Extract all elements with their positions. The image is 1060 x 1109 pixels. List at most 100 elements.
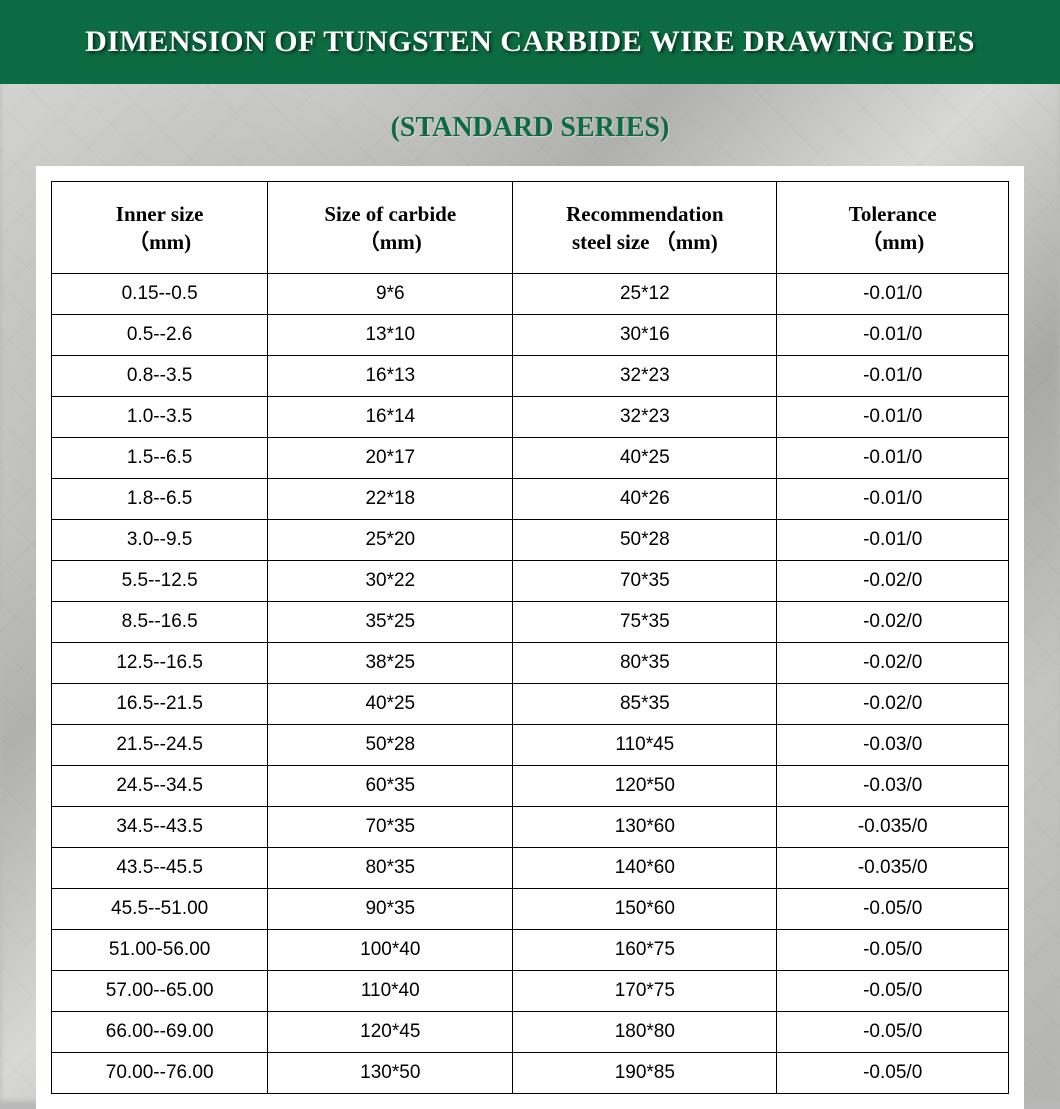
table-cell: 70*35 [513,560,777,601]
table-row: 1.0--3.516*1432*23-0.01/0 [52,396,1009,437]
table-cell: 1.8--6.5 [52,478,268,519]
table-cell: -0.01/0 [777,273,1009,314]
table-row: 1.5--6.520*1740*25-0.01/0 [52,437,1009,478]
table-cell: -0.05/0 [777,1052,1009,1093]
table-cell: -0.035/0 [777,806,1009,847]
table-cell: 160*75 [513,929,777,970]
table-cell: 22*18 [268,478,513,519]
col-header-line2: steel size （mm) [572,230,718,254]
table-row: 1.8--6.522*1840*26-0.01/0 [52,478,1009,519]
table-cell: -0.01/0 [777,478,1009,519]
table-cell: 40*26 [513,478,777,519]
dimensions-table: Inner size （mm) Size of carbide （mm) Rec… [51,181,1009,1094]
table-cell: 170*75 [513,970,777,1011]
table-row: 24.5--34.560*35120*50-0.03/0 [52,765,1009,806]
col-header-line1: Tolerance [849,202,937,226]
col-header-carbide-size: Size of carbide （mm) [268,182,513,274]
table-cell: 35*25 [268,601,513,642]
table-row: 66.00--69.00120*45180*80-0.05/0 [52,1011,1009,1052]
page-subtitle: (STANDARD SERIES) [0,112,1060,144]
table-cell: 16*13 [268,355,513,396]
table-cell: 24.5--34.5 [52,765,268,806]
table-cell: 12.5--16.5 [52,642,268,683]
table-cell: 34.5--43.5 [52,806,268,847]
table-cell: 25*12 [513,273,777,314]
table-row: 5.5--12.530*2270*35-0.02/0 [52,560,1009,601]
table-row: 70.00--76.00130*50190*85-0.05/0 [52,1052,1009,1093]
table-cell: 5.5--12.5 [52,560,268,601]
table-row: 0.8--3.516*1332*23-0.01/0 [52,355,1009,396]
table-cell: 75*35 [513,601,777,642]
table-cell: 140*60 [513,847,777,888]
page-title: DIMENSION OF TUNGSTEN CARBIDE WIRE DRAWI… [85,25,975,59]
table-cell: -0.03/0 [777,724,1009,765]
table-cell: 70*35 [268,806,513,847]
table-cell: 3.0--9.5 [52,519,268,560]
table-cell: -0.05/0 [777,888,1009,929]
table-cell: -0.01/0 [777,396,1009,437]
table-body: 0.15--0.59*625*12-0.01/00.5--2.613*1030*… [52,273,1009,1093]
table-cell: -0.01/0 [777,437,1009,478]
table-cell: 50*28 [268,724,513,765]
table-cell: 40*25 [513,437,777,478]
col-header-tolerance: Tolerance （mm) [777,182,1009,274]
table-cell: -0.01/0 [777,314,1009,355]
col-header-line1: Inner size [116,202,204,226]
col-header-steel-size: Recommendation steel size （mm) [513,182,777,274]
table-cell: 51.00-56.00 [52,929,268,970]
table-cell: 20*17 [268,437,513,478]
table-cell: 0.15--0.5 [52,273,268,314]
table-cell: 0.5--2.6 [52,314,268,355]
table-row: 0.5--2.613*1030*16-0.01/0 [52,314,1009,355]
table-cell: 110*40 [268,970,513,1011]
table-row: 21.5--24.550*28110*45-0.03/0 [52,724,1009,765]
table-cell: 180*80 [513,1011,777,1052]
table-cell: 90*35 [268,888,513,929]
col-header-line2: （mm) [128,230,191,254]
table-cell: 38*25 [268,642,513,683]
table-cell: -0.02/0 [777,683,1009,724]
table-row: 45.5--51.0090*35150*60-0.05/0 [52,888,1009,929]
table-cell: -0.01/0 [777,355,1009,396]
table-cell: 9*6 [268,273,513,314]
table-cell: 1.5--6.5 [52,437,268,478]
table-cell: 1.0--3.5 [52,396,268,437]
table-row: 12.5--16.538*2580*35-0.02/0 [52,642,1009,683]
table-cell: 80*35 [513,642,777,683]
col-header-line2: （mm) [861,230,924,254]
table-cell: 45.5--51.00 [52,888,268,929]
table-cell: 120*45 [268,1011,513,1052]
col-header-line1: Size of carbide [324,202,456,226]
table-cell: 100*40 [268,929,513,970]
table-cell: -0.035/0 [777,847,1009,888]
table-cell: -0.02/0 [777,601,1009,642]
table-cell: 25*20 [268,519,513,560]
table-cell: 120*50 [513,765,777,806]
table-cell: 30*22 [268,560,513,601]
table-row: 0.15--0.59*625*12-0.01/0 [52,273,1009,314]
table-cell: 190*85 [513,1052,777,1093]
table-cell: 13*10 [268,314,513,355]
col-header-line1: Recommendation [566,202,723,226]
table-cell: 16*14 [268,396,513,437]
table-cell: 50*28 [513,519,777,560]
table-cell: 43.5--45.5 [52,847,268,888]
table-cell: 85*35 [513,683,777,724]
table-cell: -0.05/0 [777,1011,1009,1052]
table-cell: -0.05/0 [777,970,1009,1011]
table-cell: 130*50 [268,1052,513,1093]
table-cell: 0.8--3.5 [52,355,268,396]
table-cell: 8.5--16.5 [52,601,268,642]
header-bar: DIMENSION OF TUNGSTEN CARBIDE WIRE DRAWI… [0,0,1060,84]
table-cell: -0.05/0 [777,929,1009,970]
table-cell: 16.5--21.5 [52,683,268,724]
table-cell: 30*16 [513,314,777,355]
table-cell: 80*35 [268,847,513,888]
table-cell: 66.00--69.00 [52,1011,268,1052]
table-row: 16.5--21.540*2585*35-0.02/0 [52,683,1009,724]
table-cell: 40*25 [268,683,513,724]
table-cell: 21.5--24.5 [52,724,268,765]
table-cell: -0.03/0 [777,765,1009,806]
table-cell: -0.01/0 [777,519,1009,560]
table-row: 51.00-56.00100*40160*75-0.05/0 [52,929,1009,970]
